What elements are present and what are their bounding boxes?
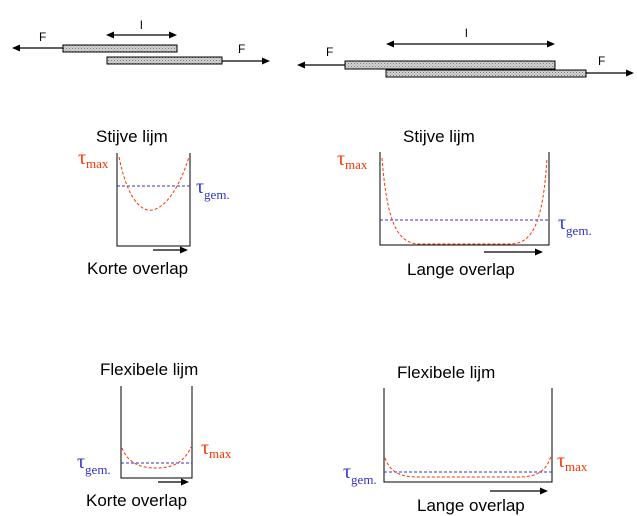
overlap-arrowhead-right (169, 31, 177, 39)
overlap-arrowhead-left (386, 40, 394, 48)
panel-flex-long: Flexibele lijm τmax τgem. Lange overlap (343, 363, 588, 515)
max-stress-curve (384, 455, 552, 478)
max-stress-curve (121, 446, 192, 469)
short-overlap-joint: F F l (12, 18, 270, 65)
tau-avg-label: τgem. (196, 176, 230, 202)
overlap-length-label: l (465, 26, 468, 40)
panel-caption: Lange overlap (407, 260, 515, 279)
right-arrowhead (262, 57, 270, 65)
right-force-label: F (238, 42, 245, 56)
plot-axes (383, 388, 553, 483)
max-stress-curve (118, 156, 190, 211)
panel-caption: Lange overlap (417, 496, 525, 515)
plot-axes (116, 153, 191, 247)
direction-arrowhead (181, 478, 189, 486)
top-plate (344, 60, 556, 70)
panel-title: Flexibele lijm (397, 363, 495, 382)
direction-arrowhead (540, 487, 548, 495)
overlap-arrowhead-left (106, 31, 114, 39)
right-force-label: F (598, 54, 605, 68)
direction-arrowhead (535, 248, 543, 256)
panel-flex-short: Flexibele lijm τmax τgem. Korte overlap (77, 360, 232, 510)
panel-stiff-short: Stijve lijm τmax τgem. Korte overlap (78, 127, 230, 278)
tau-max-label: τmax (337, 148, 368, 172)
left-arrowhead (297, 61, 305, 69)
plot-axes (120, 386, 193, 479)
tau-max-label: τmax (557, 450, 588, 474)
panel-stiff-long: Stijve lijm τmax τgem. Lange overlap (337, 127, 592, 279)
top-plate (62, 44, 178, 53)
direction-arrowhead (180, 246, 188, 254)
overlap-length-label: l (140, 18, 143, 32)
tau-max-label: τmax (201, 437, 232, 461)
panel-caption: Korte overlap (86, 491, 187, 510)
left-arrowhead (12, 44, 20, 52)
max-stress-curve (381, 157, 548, 245)
panel-title: Stijve lijm (403, 127, 475, 146)
panel-title: Flexibele lijm (100, 360, 198, 379)
right-arrowhead (626, 69, 634, 77)
bottom-plate (106, 56, 223, 65)
panel-title: Stijve lijm (96, 127, 168, 146)
tau-avg-label: τgem. (558, 212, 592, 238)
plot-axes (379, 152, 550, 246)
tau-max-label: τmax (78, 147, 109, 171)
overlap-arrowhead-right (547, 40, 555, 48)
left-force-label: F (39, 30, 46, 44)
bottom-plate (385, 69, 587, 78)
tau-avg-label: τgem. (77, 451, 111, 477)
long-overlap-joint: F F l (297, 26, 634, 78)
tau-avg-label: τgem. (343, 461, 377, 487)
left-force-label: F (326, 45, 333, 59)
panel-caption: Korte overlap (87, 259, 188, 278)
